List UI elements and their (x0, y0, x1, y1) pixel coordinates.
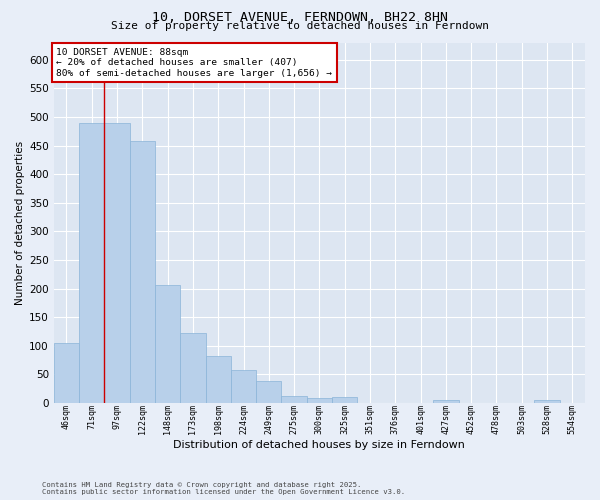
Bar (54, 343, 79, 403)
Bar (332, 398, 358, 403)
Bar (79, 122, 104, 403)
Bar (155, 284, 180, 403)
Bar (104, 122, 130, 403)
X-axis label: Distribution of detached houses by size in Ferndown: Distribution of detached houses by size … (173, 440, 466, 450)
Bar (281, 396, 307, 403)
Bar (130, 141, 155, 403)
Bar (231, 370, 256, 403)
Bar (535, 400, 560, 403)
Y-axis label: Number of detached properties: Number of detached properties (15, 140, 25, 305)
Text: 10, DORSET AVENUE, FERNDOWN, BH22 8HN: 10, DORSET AVENUE, FERNDOWN, BH22 8HN (152, 11, 448, 24)
Text: 10 DORSET AVENUE: 88sqm
← 20% of detached houses are smaller (407)
80% of semi-d: 10 DORSET AVENUE: 88sqm ← 20% of detache… (56, 48, 332, 78)
Text: Size of property relative to detached houses in Ferndown: Size of property relative to detached ho… (111, 21, 489, 31)
Bar (206, 356, 231, 403)
Bar (307, 398, 332, 403)
Bar (433, 400, 458, 403)
Bar (256, 380, 281, 403)
Text: Contains HM Land Registry data © Crown copyright and database right 2025.
Contai: Contains HM Land Registry data © Crown c… (42, 482, 405, 495)
Bar (180, 333, 206, 403)
